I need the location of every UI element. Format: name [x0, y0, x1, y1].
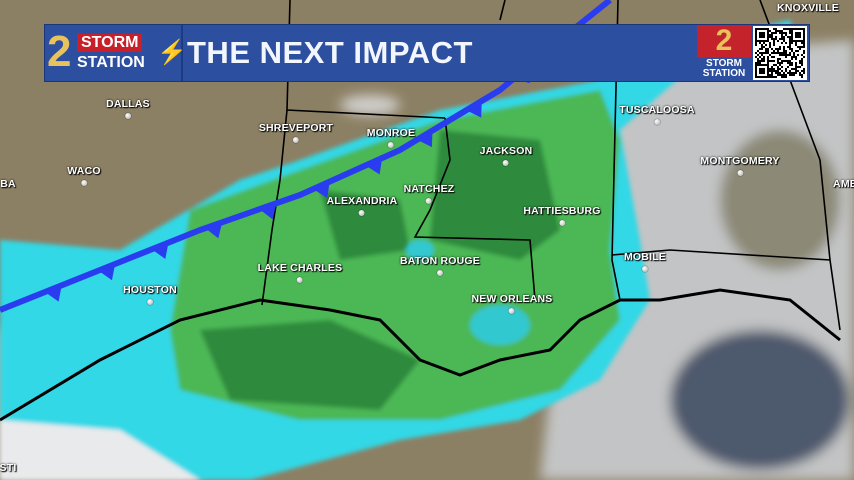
- city-marker: NATCHEZ: [404, 183, 455, 204]
- city-dot: [642, 266, 648, 272]
- front-triangle: [466, 100, 482, 118]
- city-dot: [558, 220, 565, 226]
- city-marker: MOBILE: [624, 251, 666, 272]
- city-dot: [654, 119, 660, 125]
- city-dot: [387, 142, 394, 148]
- city-dot: [81, 180, 87, 186]
- front-triangle: [417, 130, 433, 148]
- city-label: DALLAS: [106, 98, 150, 110]
- logo-number: 2: [715, 24, 733, 57]
- city-marker: JACKSON: [480, 145, 533, 166]
- city-label: TUSCALOOSA: [619, 104, 695, 116]
- gulf-coastline: [0, 288, 841, 422]
- city-marker: SHREVEPORT: [259, 122, 333, 143]
- front-triangle: [313, 181, 330, 199]
- partial-label-top-right: KNOXVILLE: [777, 2, 839, 14]
- front-triangle: [151, 242, 169, 259]
- city-marker: HOUSTON: [123, 284, 177, 305]
- lightning-bolt-icon: ⚡: [157, 39, 187, 66]
- city-label: MONROE: [366, 127, 416, 139]
- city-marker: NEW ORLEANS: [472, 293, 553, 314]
- city-dot: [359, 210, 365, 216]
- city-dot: [125, 113, 131, 119]
- city-label: JACKSON: [479, 145, 533, 157]
- page-title: THE NEXT IMPACT: [187, 35, 473, 70]
- city-marker: MONTGOMERY: [700, 155, 779, 176]
- city-dot: [147, 299, 153, 305]
- city-marker: MONROE: [367, 127, 415, 148]
- city-label: MOBILE: [623, 251, 667, 263]
- city-marker: WACO: [67, 165, 101, 186]
- city-dot: [292, 137, 299, 143]
- city-label: HATTIESBURG: [523, 205, 601, 217]
- front-triangle: [205, 222, 223, 239]
- city-dot: [297, 277, 303, 283]
- city-marker: BATON ROUGE: [400, 255, 480, 276]
- city-dot: [503, 160, 509, 166]
- logo-storm-text: STORM: [706, 58, 742, 69]
- city-label: HOUSTON: [123, 284, 177, 296]
- front-triangle: [365, 158, 383, 175]
- partial-label-right: AME: [833, 178, 854, 190]
- city-label: BATON ROUGE: [400, 255, 480, 267]
- city-dot: [425, 198, 432, 204]
- qr-code-icon[interactable]: [753, 26, 807, 80]
- city-label: LAKE CHARLES: [257, 262, 343, 274]
- city-label: ALEXANDRIA: [326, 195, 398, 207]
- city-dot: [436, 270, 443, 276]
- city-dot: [736, 170, 743, 176]
- city-label: NATCHEZ: [403, 183, 455, 195]
- city-label: NEW ORLEANS: [471, 293, 553, 305]
- city-marker: TUSCALOOSA: [619, 104, 695, 125]
- logo-storm-text: STORM: [77, 34, 143, 52]
- partial-label-bottom-left: STI: [0, 462, 17, 474]
- city-marker: HATTIESBURG: [523, 205, 600, 226]
- city-marker: ALEXANDRIA: [327, 195, 398, 216]
- city-marker: DALLAS: [106, 98, 150, 119]
- city-label: SHREVEPORT: [258, 122, 334, 134]
- front-triangle: [45, 285, 62, 302]
- title-banner: 2 STORM STATION ⚡ THE NEXT IMPACT 2 STOR…: [44, 24, 810, 82]
- city-dot: [508, 308, 515, 314]
- front-triangle: [259, 203, 277, 220]
- storm-station-logo: 2 STORM STATION ⚡: [45, 25, 187, 81]
- logo-number: 2: [47, 27, 72, 76]
- partial-label-left: BA: [0, 178, 16, 190]
- city-marker: LAKE CHARLES: [258, 262, 343, 283]
- city-label: WACO: [67, 165, 101, 177]
- radar-precipitation: [0, 20, 800, 480]
- logo-station-text: STATION: [702, 68, 746, 79]
- city-label: MONTGOMERY: [700, 155, 780, 167]
- front-triangle: [98, 263, 116, 281]
- logo-station-text: STATION: [77, 54, 145, 71]
- storm-station-logo-small: 2 STORM STATION: [697, 25, 751, 81]
